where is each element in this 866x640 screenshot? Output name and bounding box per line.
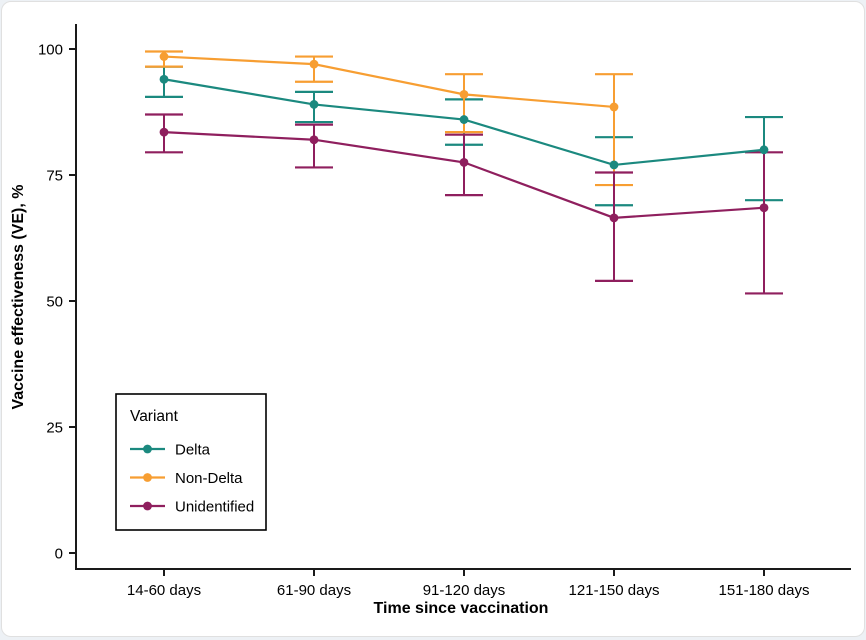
data-point-non-delta (459, 89, 469, 99)
x-axis-title: Time since vaccination (374, 600, 549, 617)
errorbars-layer (145, 50, 783, 295)
y-tick-label: 100 (38, 42, 63, 59)
x-tick-label: 91-120 days (423, 582, 506, 599)
legend-key-dot (143, 444, 152, 454)
legend-key-dot (143, 501, 152, 511)
data-point-unidentified (459, 158, 469, 167)
tick-labels-layer: 0 25 50 75 100 14-60 days 61-90 days 91-120 day… (38, 42, 809, 600)
data-point-non-delta (309, 59, 319, 69)
x-tick-label: 151-180 days (719, 582, 810, 599)
legend-key-dot (143, 473, 152, 482)
data-point-delta (459, 115, 469, 124)
legend-entry-label: Non-Delta (175, 470, 243, 487)
data-point-unidentified (609, 213, 619, 223)
data-point-unidentified (159, 127, 169, 137)
legend-title: Variant (130, 408, 179, 425)
series-line-non-delta (163, 55, 615, 109)
data-point-unidentified (309, 135, 319, 145)
legend: Variant Delta Non-Delta Unidentified (115, 393, 267, 531)
y-tick-label: 0 (55, 546, 63, 563)
legend-entry-label: Delta (175, 442, 211, 459)
legend-entry-unidentified: Unidentified (130, 499, 254, 516)
legend-entry-non-delta: Non-Delta (130, 470, 243, 487)
axes-layer (69, 24, 851, 576)
legend-entry-label: Unidentified (175, 499, 254, 516)
x-tick-label: 121-150 days (569, 582, 660, 599)
data-point-non-delta (609, 102, 619, 112)
data-point-unidentified (759, 203, 769, 213)
data-point-non-delta (159, 52, 169, 61)
legend-box (115, 393, 267, 531)
y-axis-title: Vaccine effectiveness (VE), % (10, 185, 27, 410)
data-point-delta (159, 74, 169, 84)
data-point-delta (309, 100, 319, 109)
x-tick-label: 61-90 days (277, 582, 351, 599)
legend-entry-delta: Delta (130, 442, 211, 459)
data-point-delta (759, 145, 769, 155)
data-point-delta (609, 160, 619, 170)
y-tick-label: 75 (46, 168, 63, 185)
legend-entries: Delta Non-Delta Unidentified (130, 442, 254, 516)
y-tick-label: 25 (46, 420, 63, 437)
x-tick-label: 14-60 days (127, 582, 201, 599)
y-tick-label: 50 (46, 294, 63, 311)
series-points-layer (159, 52, 769, 223)
